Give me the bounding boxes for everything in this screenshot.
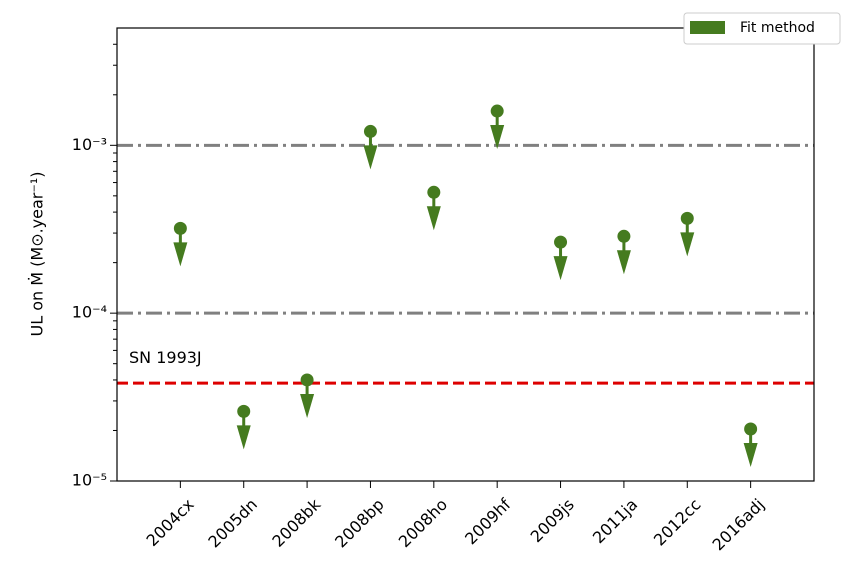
- x-tick-label: 2008bp: [331, 495, 388, 552]
- x-tick-label: 2011ja: [589, 495, 641, 547]
- arrow-head: [236, 425, 251, 450]
- upper-limit-point: [363, 124, 377, 138]
- x-tick-label: 2005dn: [204, 495, 261, 552]
- y-tick-label: 10⁻⁴: [72, 303, 107, 322]
- upper-limit-point: [173, 221, 187, 235]
- axes-frame: [116, 27, 815, 482]
- upper-limit-point: [490, 104, 504, 118]
- arrow-head: [426, 206, 441, 231]
- arrow-head: [553, 256, 568, 281]
- y-tick-label: 10⁻⁵: [72, 471, 107, 490]
- arrow-head: [173, 242, 188, 267]
- legend-label: Fit method: [740, 20, 815, 36]
- arrow-head: [300, 393, 315, 418]
- legend-frame: [683, 12, 841, 45]
- x-tick-label: 2008bk: [268, 494, 324, 550]
- x-tick-label: 2009js: [527, 495, 578, 546]
- upper-limit-point: [300, 373, 314, 387]
- legend-swatch: [690, 21, 725, 34]
- upper-limit-point: [617, 229, 631, 243]
- arrow-head: [490, 125, 505, 150]
- x-tick-label: 2009hf: [461, 495, 515, 549]
- upper-limit-point: [554, 235, 568, 249]
- upper-limit-point: [744, 422, 758, 436]
- x-tick-label: 2012cc: [650, 495, 705, 550]
- upper-limit-point: [427, 185, 441, 199]
- arrow-head: [616, 250, 631, 275]
- arrow-head: [743, 443, 758, 468]
- x-tick-label: 2004cx: [143, 495, 198, 550]
- reference-label: SN 1993J: [129, 348, 202, 367]
- arrow-head: [363, 145, 378, 170]
- legend: Fit method: [683, 12, 841, 45]
- upper-limit-point: [680, 211, 694, 225]
- x-tick-label: 2016adj: [708, 495, 767, 554]
- y-tick-label: 10⁻³: [72, 135, 107, 154]
- x-tick-label: 2008ho: [395, 495, 451, 551]
- y-axis-label: UL on Ṁ (M⊙.year⁻¹): [28, 172, 47, 337]
- upper-limit-point: [237, 404, 251, 418]
- arrow-head: [680, 232, 695, 257]
